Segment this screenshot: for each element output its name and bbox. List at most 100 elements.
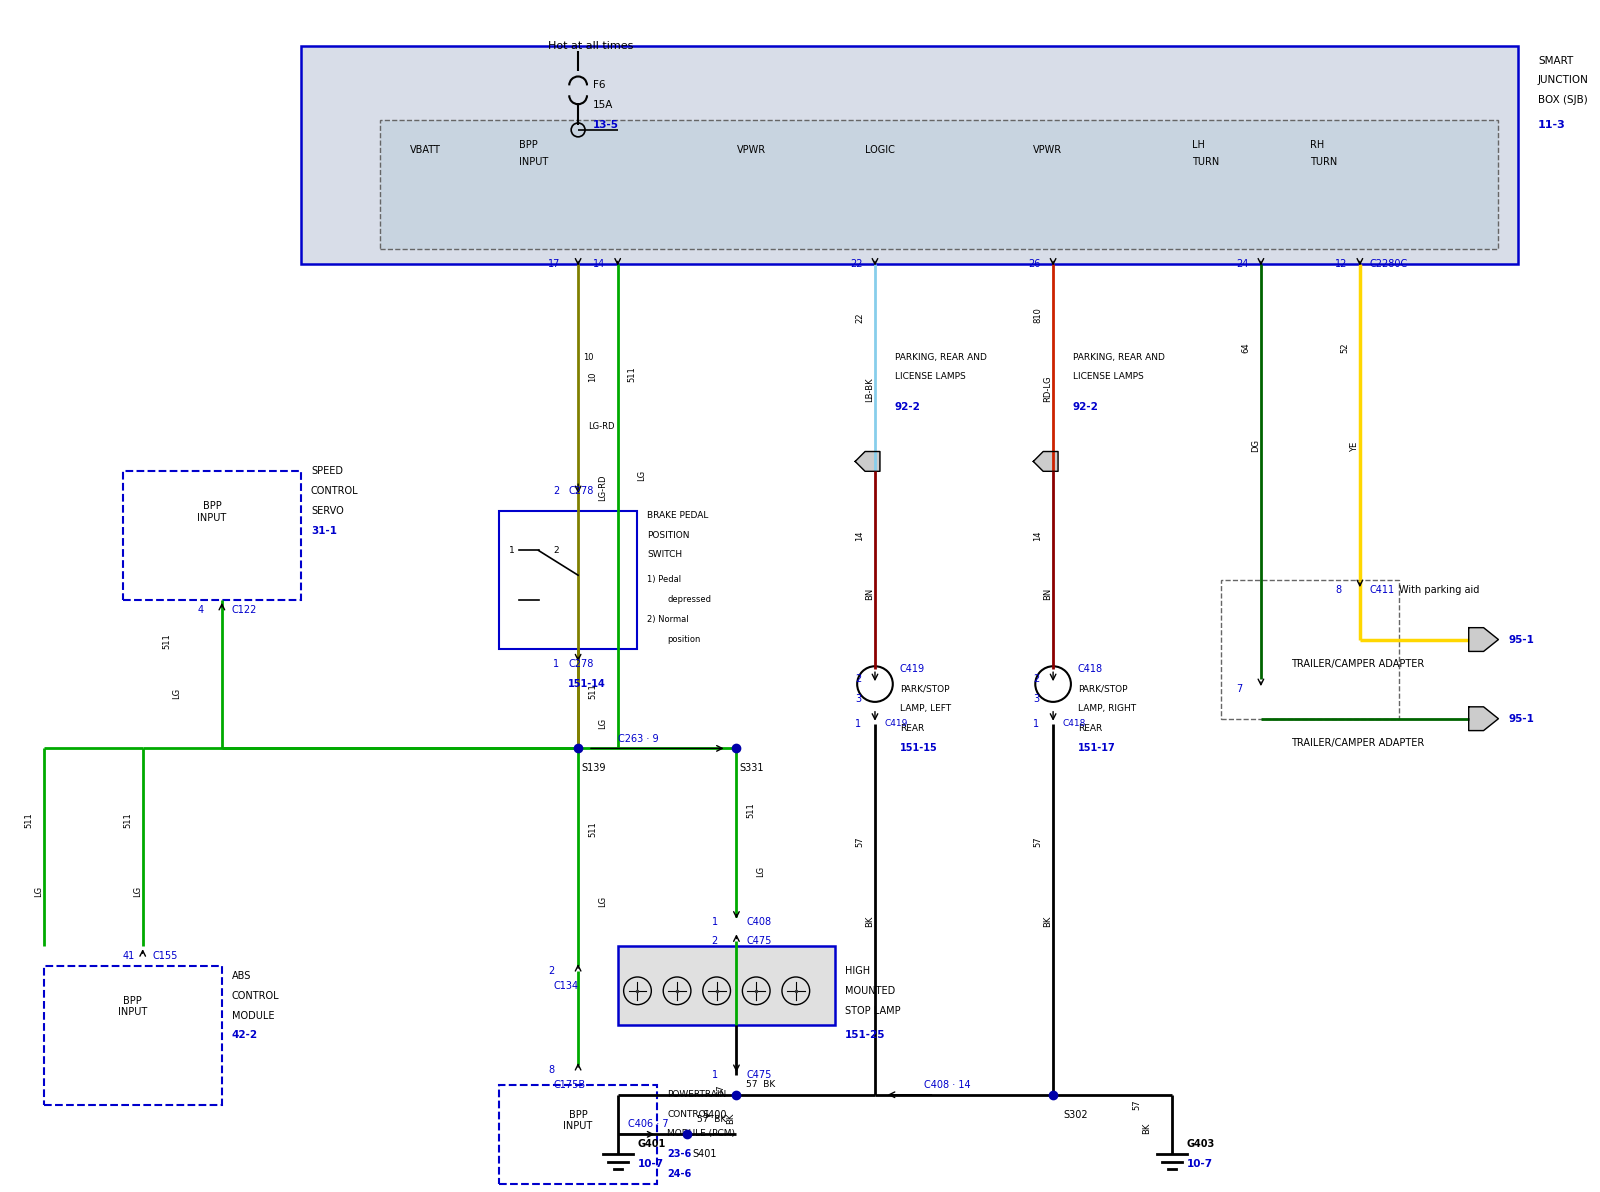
Text: 1: 1 bbox=[1034, 719, 1040, 728]
Text: 511: 511 bbox=[589, 683, 597, 699]
Text: LICENSE LAMPS: LICENSE LAMPS bbox=[1074, 372, 1144, 381]
Bar bbox=[499, 1085, 658, 1184]
Text: position: position bbox=[667, 634, 701, 644]
Text: 3: 3 bbox=[854, 694, 861, 704]
Bar bbox=[381, 120, 1498, 249]
Text: ABS: ABS bbox=[232, 971, 251, 981]
Text: BN: BN bbox=[866, 588, 874, 600]
Text: 10: 10 bbox=[582, 353, 594, 361]
Text: PARKING, REAR AND: PARKING, REAR AND bbox=[894, 353, 987, 361]
Text: 14: 14 bbox=[854, 530, 864, 541]
Text: LG: LG bbox=[598, 895, 606, 907]
Text: REAR: REAR bbox=[899, 724, 923, 733]
Text: DG: DG bbox=[1251, 439, 1261, 452]
Text: C134: C134 bbox=[554, 981, 579, 991]
Text: LG: LG bbox=[133, 886, 142, 896]
Text: 2) Normal: 2) Normal bbox=[648, 615, 690, 623]
Text: BN: BN bbox=[1043, 588, 1053, 600]
Text: depressed: depressed bbox=[667, 595, 710, 604]
Text: TURN: TURN bbox=[1192, 156, 1219, 167]
Text: 2: 2 bbox=[1034, 675, 1040, 684]
Text: SPEED: SPEED bbox=[310, 466, 342, 477]
Text: MODULE (PCM): MODULE (PCM) bbox=[667, 1129, 734, 1138]
Text: SMART: SMART bbox=[1538, 56, 1573, 66]
Text: 2: 2 bbox=[549, 966, 555, 976]
Text: TRAILER/CAMPER ADAPTER: TRAILER/CAMPER ADAPTER bbox=[1291, 659, 1424, 670]
Text: 1: 1 bbox=[509, 546, 515, 554]
Text: C411: C411 bbox=[1370, 585, 1395, 595]
Text: 1: 1 bbox=[712, 917, 718, 926]
Text: 810: 810 bbox=[1034, 308, 1042, 323]
Text: BK: BK bbox=[1043, 915, 1053, 926]
Text: 42-2: 42-2 bbox=[232, 1030, 258, 1041]
Text: 95-1: 95-1 bbox=[1509, 714, 1534, 724]
Text: Hot at all times: Hot at all times bbox=[549, 41, 634, 51]
Text: 511: 511 bbox=[163, 634, 171, 650]
Text: HIGH: HIGH bbox=[845, 966, 870, 976]
Text: 7: 7 bbox=[1237, 684, 1243, 694]
Text: 17: 17 bbox=[549, 259, 560, 268]
Text: VPWR: VPWR bbox=[736, 144, 765, 155]
Text: C263 · 9: C263 · 9 bbox=[618, 733, 658, 744]
Text: YE: YE bbox=[1350, 441, 1358, 452]
Text: 57: 57 bbox=[854, 837, 864, 848]
Text: C419: C419 bbox=[885, 719, 909, 727]
Text: 57  BK: 57 BK bbox=[746, 1080, 776, 1089]
Bar bbox=[43, 966, 222, 1105]
Polygon shape bbox=[1469, 707, 1498, 731]
Text: 14: 14 bbox=[1034, 530, 1042, 541]
Text: 151-17: 151-17 bbox=[1078, 744, 1115, 753]
Text: BRAKE PEDAL: BRAKE PEDAL bbox=[648, 511, 709, 520]
Text: 24-6: 24-6 bbox=[667, 1169, 691, 1179]
Text: CONTROL: CONTROL bbox=[667, 1110, 710, 1118]
Text: JUNCTION: JUNCTION bbox=[1538, 75, 1589, 86]
Text: C278: C278 bbox=[568, 486, 594, 496]
Text: 10-7: 10-7 bbox=[637, 1159, 664, 1169]
Text: 22: 22 bbox=[850, 259, 862, 268]
Text: PARK/STOP: PARK/STOP bbox=[899, 684, 949, 693]
Bar bbox=[1221, 581, 1400, 719]
Text: 57: 57 bbox=[717, 1084, 726, 1094]
Text: 10: 10 bbox=[589, 372, 597, 383]
Text: 511: 511 bbox=[746, 802, 755, 818]
Text: G401: G401 bbox=[637, 1140, 666, 1149]
Bar bbox=[123, 471, 301, 600]
Text: 15A: 15A bbox=[594, 100, 613, 110]
Text: S401: S401 bbox=[691, 1149, 717, 1159]
Text: 22: 22 bbox=[854, 312, 864, 323]
Text: C475: C475 bbox=[746, 1070, 771, 1080]
Text: 1: 1 bbox=[712, 1070, 718, 1080]
Text: C122: C122 bbox=[232, 604, 258, 615]
Text: TURN: TURN bbox=[1310, 156, 1338, 167]
Text: C419: C419 bbox=[899, 664, 925, 675]
Text: 8: 8 bbox=[549, 1064, 555, 1075]
Text: MOUNTED: MOUNTED bbox=[845, 986, 896, 995]
Text: 23-6: 23-6 bbox=[667, 1149, 691, 1159]
Text: C155: C155 bbox=[152, 951, 178, 961]
Text: C408: C408 bbox=[746, 917, 771, 926]
Text: 13-5: 13-5 bbox=[594, 120, 619, 130]
Text: BPP
INPUT: BPP INPUT bbox=[118, 995, 147, 1018]
Text: LG: LG bbox=[34, 886, 43, 896]
Text: 92-2: 92-2 bbox=[894, 402, 920, 412]
Text: 511: 511 bbox=[627, 366, 637, 383]
Text: LG-RD: LG-RD bbox=[598, 474, 606, 501]
Text: 14: 14 bbox=[594, 259, 605, 268]
Text: SWITCH: SWITCH bbox=[648, 551, 683, 559]
Text: RH: RH bbox=[1310, 139, 1325, 150]
Text: 3: 3 bbox=[1034, 694, 1040, 704]
Text: 1) Pedal: 1) Pedal bbox=[648, 576, 682, 584]
Text: C2280C: C2280C bbox=[1370, 259, 1408, 268]
Text: S139: S139 bbox=[581, 763, 605, 774]
Text: RD-LG: RD-LG bbox=[1043, 375, 1053, 402]
Text: 24: 24 bbox=[1237, 259, 1248, 268]
Text: LG-RD: LG-RD bbox=[589, 422, 614, 430]
Text: BPP
INPUT: BPP INPUT bbox=[197, 501, 227, 522]
Text: TRAILER/CAMPER ADAPTER: TRAILER/CAMPER ADAPTER bbox=[1291, 739, 1424, 749]
Text: CONTROL: CONTROL bbox=[232, 991, 280, 1001]
Text: VBATT: VBATT bbox=[410, 144, 440, 155]
Text: POWERTRAIN: POWERTRAIN bbox=[667, 1089, 726, 1099]
Text: 64: 64 bbox=[1242, 342, 1250, 353]
Text: 57: 57 bbox=[1034, 837, 1042, 848]
Text: LICENSE LAMPS: LICENSE LAMPS bbox=[894, 372, 965, 381]
